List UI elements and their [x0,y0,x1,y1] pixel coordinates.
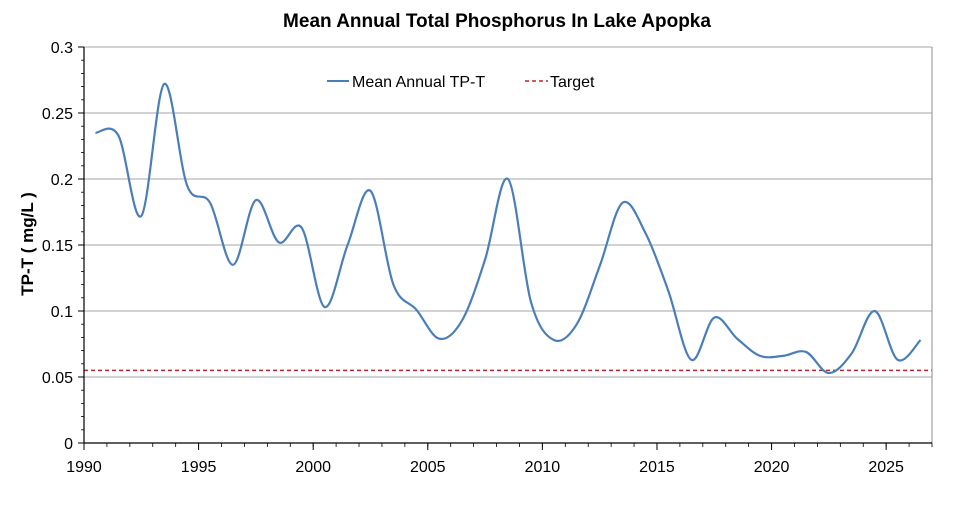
data-point [461,319,463,321]
data-point [621,202,623,204]
data-point [667,290,669,292]
x-tick-label: 2000 [295,459,331,476]
x-tick-label: 2015 [639,459,675,476]
data-point [874,310,876,312]
data-point [232,264,234,266]
y-tick-label: 0.1 [51,304,73,321]
data-point [897,359,899,361]
x-tick-label: 2010 [525,459,561,476]
data-point [644,232,646,234]
data-point [530,301,532,303]
data-point [782,355,784,357]
data-point [163,83,165,85]
data-point [140,215,142,217]
x-tick-label: 2005 [410,459,446,476]
series-layer [94,82,922,375]
data-point [438,338,440,340]
data-point [278,241,280,243]
data-point [759,355,761,357]
data-point [851,352,853,354]
data-point [576,323,578,325]
x-tick-label: 1990 [66,459,102,476]
y-tick-label: 0.05 [42,370,73,387]
y-tick-label: 0.25 [42,106,73,123]
data-point [690,359,692,361]
data-point [186,185,188,187]
x-tick-label: 2025 [868,459,904,476]
legend-label-target: Target [550,74,595,91]
data-point [507,178,509,180]
data-point [484,258,486,260]
data-point [117,134,119,136]
y-tick-label: 0.2 [51,172,73,189]
axes: 0 0.05 0.1 0.15 0.2 0.25 0.3 1990 1995 2000 2005 20… [42,40,933,476]
data-point [828,372,830,374]
data-point [324,306,326,308]
data-point [805,351,807,353]
gridlines [84,46,932,378]
x-tick-label: 2020 [754,459,790,476]
series-mean-annual-tp-t-line [95,82,922,375]
data-point [415,309,417,311]
y-axis-label: TP-T ( mg/L ) [18,192,37,296]
y-tick-label: 0.3 [51,40,73,57]
x-tick-label: 1995 [181,459,217,476]
data-point [736,338,738,340]
chart-title: Mean Annual Total Phosphorus In Lake Apo… [283,11,711,32]
data-point [919,339,921,341]
y-tick-label: 0.15 [42,238,73,255]
y-tick-label: 0 [64,436,73,453]
data-point [301,227,303,229]
data-point [553,339,555,341]
data-point [209,202,211,204]
data-point [599,265,601,267]
data-point [369,190,371,192]
data-point [255,199,257,201]
data-point [94,132,96,134]
data-point [392,284,394,286]
legend-label-mean-annual-tp-t: Mean Annual TP-T [352,74,485,91]
data-point [346,244,348,246]
data-point [713,317,715,319]
legend: Mean Annual TP-T Target [327,74,595,91]
